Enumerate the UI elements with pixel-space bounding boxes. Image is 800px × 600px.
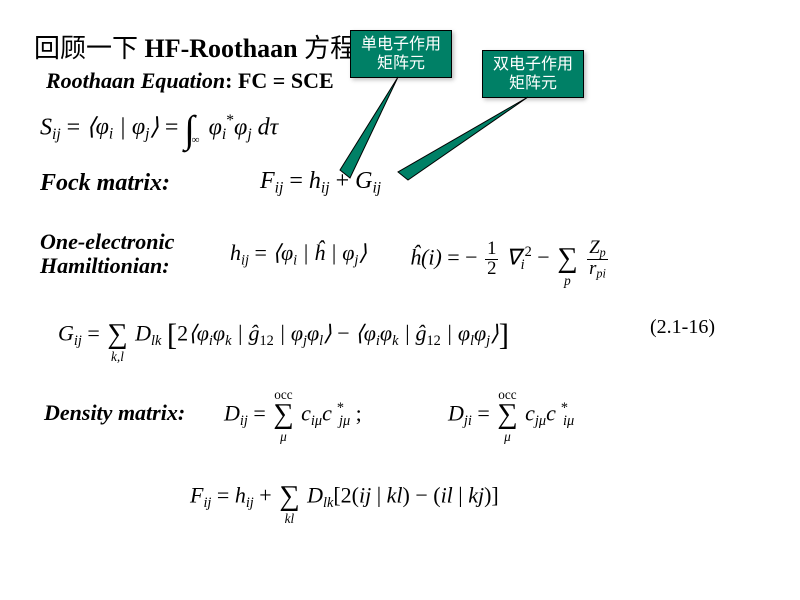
roothaan-label: Roothaan Equation [46, 68, 225, 93]
title-cn-prefix: 回顾一下 [34, 34, 145, 63]
fock-row: Fock matrix: [40, 170, 170, 197]
roothaan-row: Roothaan Equation: FC = SCE [46, 68, 334, 94]
callout-one-electron: 单电子作用 矩阵元 [350, 30, 452, 78]
hamiltonian-eq2: ĥ(i) = − 12 ∇i2 − ∑p Zprpi [410, 232, 610, 287]
title-en: HF-Roothaan [145, 34, 298, 63]
density-label-row: Density matrix: [44, 400, 185, 426]
ham-l2: Hamiltionian: [40, 254, 174, 278]
density-eq1: Dij = occ∑μ ciμc*jμ ; [224, 388, 362, 443]
g-eq: Gij = ∑k,l Dlk [2⟨φiφk | ĝ12 | φjφl⟩ − ⟨… [58, 308, 509, 363]
hamiltonian-eq1: hij = ⟨φi | ĥ | φj⟩ [230, 240, 367, 269]
density-label: Density matrix: [44, 400, 185, 425]
callout-one-l2: 矩阵元 [361, 54, 441, 73]
density-eq2: Dji = occ∑μ cjμc*iμ [448, 388, 574, 443]
callout-two-l1: 双电子作用 [493, 55, 573, 74]
callout-two-electron: 双电子作用 矩阵元 [482, 50, 584, 98]
g-eq-ref: (2.1-16) [650, 316, 715, 339]
fock-eq: Fij = hij + Gij [260, 168, 381, 198]
overlap-eq: Sij = ⟨φi | φj⟩ = ∫∞ φi*φj dτ [40, 108, 278, 152]
ham-l1: One-electronic [40, 230, 174, 254]
callout-two-l2: 矩阵元 [493, 74, 573, 93]
hamiltonian-label: One-electronic Hamiltionian: [40, 230, 174, 278]
callout-one-l1: 单电子作用 [361, 35, 441, 54]
final-eq: Fij = hij + ∑kl Dlk[2(ij | kl) − (il | k… [190, 470, 499, 525]
slide: 回顾一下 HF-Roothaan 方程： Roothaan Equation: … [0, 0, 800, 600]
fock-label: Fock matrix: [40, 170, 170, 196]
